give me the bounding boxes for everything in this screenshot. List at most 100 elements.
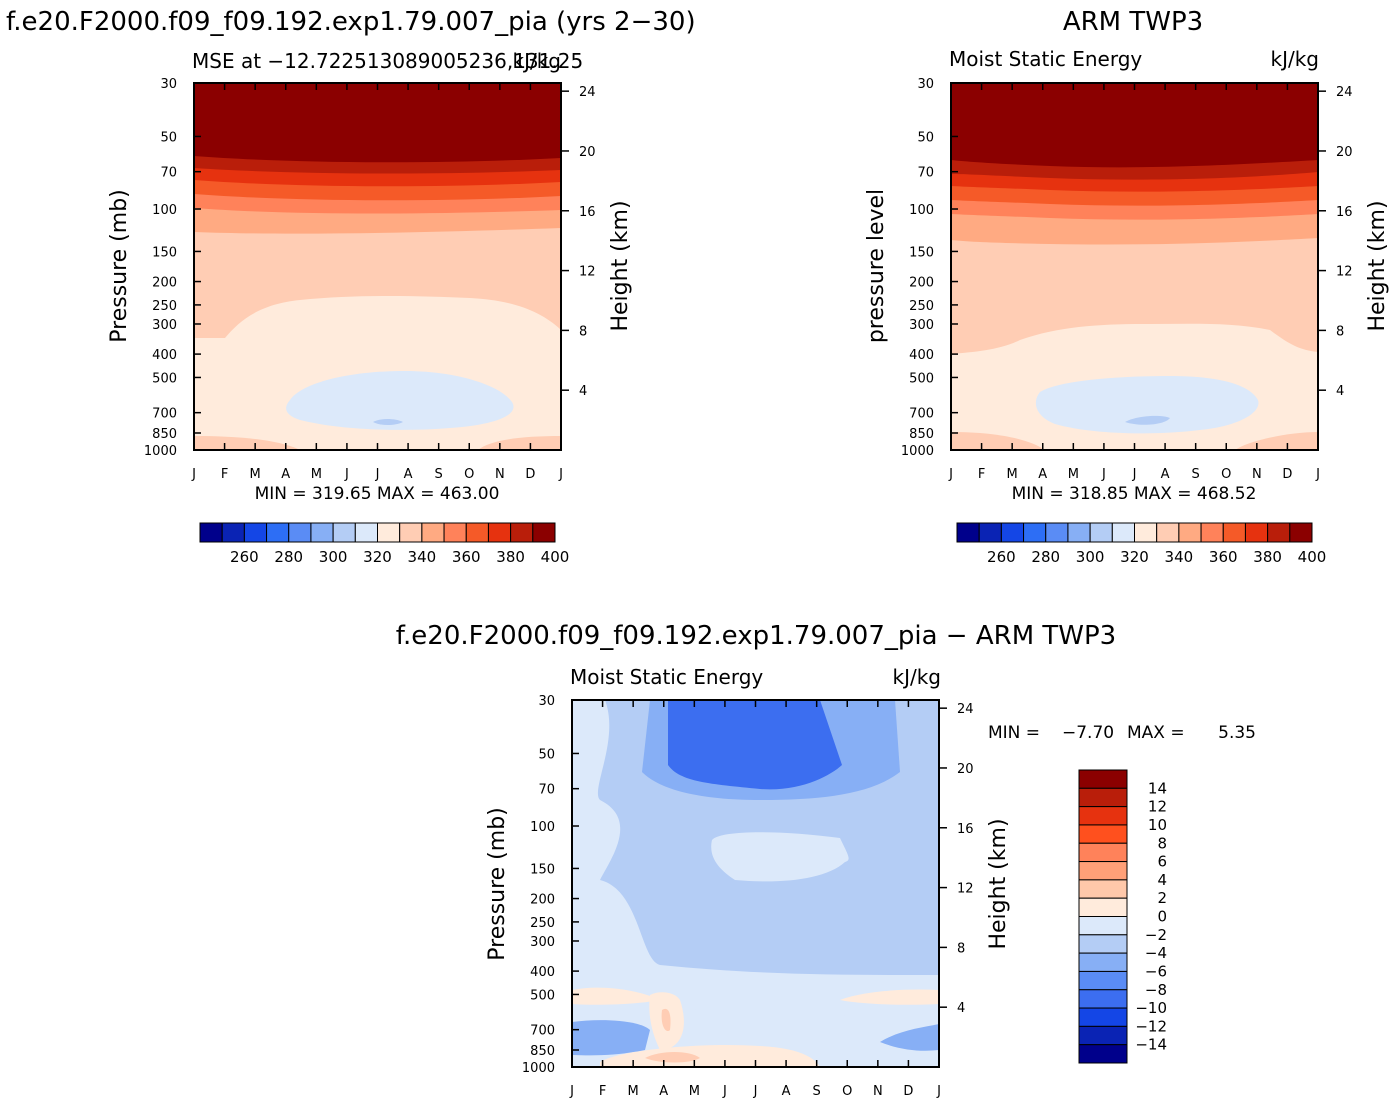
month-label: D [903,1084,913,1099]
colorbar-label: 12 [1148,798,1167,816]
month-label: A [281,467,290,482]
height-tick-label: 12 [1336,265,1353,280]
diff-axes: 30 50 70 100 150 200 250 300 400 500 700 850 1000 24 2… [522,694,974,1099]
diff-max-label: MAX = [1127,723,1185,743]
model-title: MSE at −12.722513089005236,131.25 [192,49,583,73]
obs-axes: 30 50 70 100 150 200 250 300 400 500 700 850 1000 24 2… [901,77,1353,482]
height-tick-label: 4 [1336,384,1344,399]
pressure-tick-label: 200 [530,893,555,908]
colorbar-label: 260 [987,548,1016,566]
obs-title: Moist Static Energy [949,47,1142,71]
diff-panel: f.e20.F2000.f09_f09.192.exp1.79.007_pia … [396,621,1256,1099]
month-label: N [873,1084,883,1099]
pressure-tick-label: 300 [909,318,934,333]
colorbar-label: 320 [363,548,392,566]
pressure-tick-label: 70 [538,783,555,798]
obs-contour-field [951,83,1318,450]
month-label: N [495,467,505,482]
colorbar-box [1078,989,1128,1009]
colorbar-label: 400 [541,548,570,566]
pressure-tick-label: 250 [530,916,555,931]
colorbar-label: 340 [408,548,437,566]
month-label: O [842,1084,852,1099]
month-label: D [1282,467,1292,482]
obs-ylabel: pressure level [864,189,889,343]
pressure-tick-label: 850 [909,427,934,442]
colorbar-box [221,522,245,543]
colorbar-label: −2 [1145,926,1167,944]
month-label: J [344,467,349,482]
obs-low-min [1125,415,1170,425]
colorbar-box [978,522,1002,543]
pressure-tick-label: 250 [909,299,934,314]
colorbar-box [1078,806,1128,826]
obs-y2label: Height (km) [1365,200,1390,331]
diff-pos-sfc-core [645,1052,700,1063]
colorbar-box [1045,522,1069,543]
colorbar-box [1078,1007,1128,1027]
colorbar-label: 300 [1076,548,1105,566]
height-tick-label: 20 [1336,145,1353,160]
diff-pos-sfc [600,1044,820,1067]
colorbar-label: −4 [1145,944,1167,962]
colorbar-label: 6 [1157,853,1167,871]
colorbar-label: 400 [1298,548,1327,566]
pressure-tick-label: 30 [538,694,555,709]
model-colorbar: 260 280 300 320 340 360 380 400 [199,522,570,566]
month-label: M [1068,467,1079,482]
colorbar-box [1078,879,1128,899]
pressure-tick-label: 100 [152,203,177,218]
height-tick-label: 8 [579,324,587,339]
colorbar-box [310,522,334,543]
pressure-tick-label: 300 [152,318,177,333]
colorbar-label: 280 [274,548,303,566]
colorbar-box [354,522,378,543]
colorbar-box [199,522,223,543]
obs-panel: ARM TWP3 Moist Static Energy kJ/kg 30 50 7… [864,7,1390,566]
colorbar-label: 4 [1157,871,1167,889]
diff-y2label: Height (km) [986,818,1011,949]
pressure-tick-label: 1000 [901,444,934,459]
colorbar-box [399,522,423,543]
month-label: J [948,467,953,482]
pressure-tick-label: 700 [909,407,934,422]
diff-pos-left [572,987,660,1005]
obs-sfc-left [951,432,1045,450]
month-label: M [628,1084,639,1099]
diff-pos-spine-core [661,1008,671,1032]
colorbar-box [1222,522,1246,543]
model-sfc-right [478,436,561,450]
colorbar-label: 10 [1148,816,1167,834]
model-minmax: MIN = 319.65 MAX = 463.00 [255,484,500,504]
model-band-400 [194,83,561,163]
model-low-core [286,370,514,430]
height-tick-label: 20 [579,145,596,160]
colorbar-box [465,522,489,543]
height-tick-label: 16 [1336,205,1353,220]
colorbar-box [1078,861,1128,881]
model-axes: 30 50 70 100 150 200 250 300 400 500 700 850 1000 24 2… [144,77,596,482]
height-tick-label: 16 [957,822,974,837]
height-tick-label: 12 [579,265,596,280]
month-label: M [311,467,322,482]
month-label: A [782,1084,791,1099]
month-label: S [1192,467,1200,482]
colorbar-box [1078,970,1128,991]
colorbar-box [1000,522,1025,543]
colorbar-box [532,522,556,543]
diff-min-label: MIN = [988,723,1040,743]
colorbar-box [1244,522,1269,543]
pressure-tick-label: 250 [152,299,177,314]
colorbar-label: 380 [1253,548,1282,566]
colorbar-box [1067,522,1091,543]
month-label: S [435,467,443,482]
colorbar-box [1078,1044,1128,1064]
pressure-tick-label: 850 [530,1044,555,1059]
pressure-tick-label: 1000 [522,1061,555,1076]
height-tick-label: 16 [579,205,596,220]
pressure-tick-label: 100 [530,820,555,835]
diff-units: kJ/kg [893,665,942,689]
month-label: J [1132,467,1137,482]
colorbar-box [1111,522,1135,543]
